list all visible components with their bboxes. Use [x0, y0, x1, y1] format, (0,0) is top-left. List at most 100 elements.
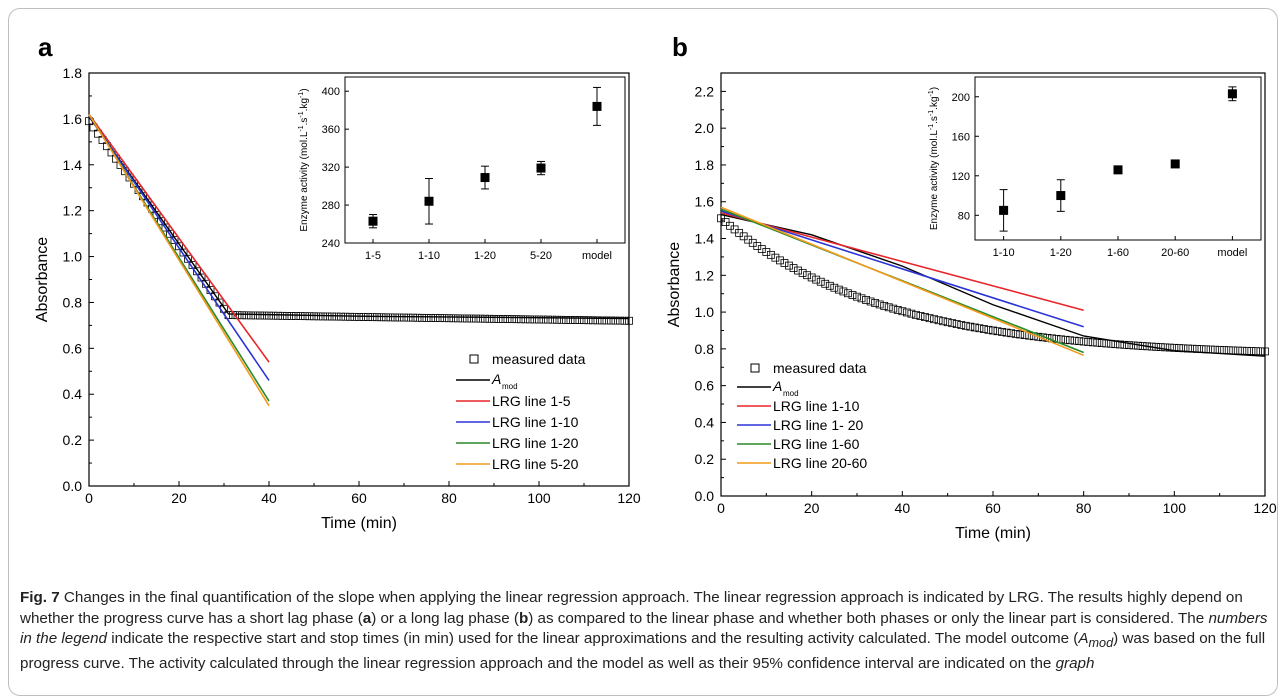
measured-point — [305, 312, 314, 321]
inset-y-label-sup: -1 — [298, 111, 305, 117]
measured-point — [902, 308, 911, 317]
inset-y-label-sup: -1 — [928, 90, 935, 96]
legend-label-2: LRG line 1-60 — [773, 436, 860, 452]
measured-point — [530, 315, 539, 324]
x-tick-label-b: 0 — [717, 500, 725, 516]
inset-x-tick-label: 20-60 — [1161, 247, 1189, 259]
measured-point — [857, 294, 866, 303]
measured-point — [930, 315, 938, 324]
x-tick-label-b: 80 — [1076, 500, 1092, 516]
measured-point — [889, 304, 898, 313]
measured-point — [1215, 345, 1224, 354]
inset-x-tick-label: model — [1217, 247, 1247, 259]
measured-point — [584, 316, 593, 325]
inset-y-label-part: .s — [929, 116, 940, 124]
measured-point — [337, 312, 345, 321]
measured-point — [440, 314, 449, 323]
inset-y-label-part: ) — [299, 88, 310, 91]
inset-y-label-part: .kg — [299, 98, 310, 111]
caption-italic-amod-sub: mod — [1088, 636, 1114, 651]
measured-point — [925, 314, 934, 323]
lrg-line-b-1 — [720, 210, 1084, 328]
measured-point — [265, 311, 273, 320]
measured-point — [589, 316, 597, 325]
y-tick-label-a: 0.4 — [63, 386, 83, 402]
legend-label-3: LRG line 20-60 — [773, 455, 867, 471]
measured-point — [776, 256, 784, 265]
measured-point — [373, 313, 381, 322]
measured-point — [274, 311, 282, 320]
measured-point — [766, 250, 775, 259]
chart-panel-a: a 0 20 40 60 80 100 120 0.0 0.2 0.4 0.6 0.8 1.0 1.2 1.4… — [34, 32, 641, 532]
inset-y-label-sup: -1 — [298, 125, 305, 131]
inset-point — [536, 163, 546, 173]
y-tick-label-b: 0.4 — [695, 414, 715, 430]
measured-point — [957, 321, 966, 329]
measured-point — [328, 312, 336, 321]
measured-point — [1084, 338, 1093, 346]
measured-point — [1242, 346, 1251, 355]
caption-bold-b: b — [518, 609, 529, 627]
measured-point — [292, 312, 300, 320]
measured-point — [382, 313, 390, 322]
measured-point — [830, 283, 839, 292]
inset-y-axis-label: Enzyme activity (mol.L-1.s-1.kg-1) — [928, 87, 940, 230]
measured-point — [571, 316, 579, 324]
measured-point — [431, 314, 440, 322]
measured-point — [310, 312, 318, 321]
caption-text-1: Changes in the final quantification of t… — [20, 589, 1243, 627]
legend-label-model: A — [491, 371, 501, 387]
measured-point — [1125, 341, 1133, 350]
measured-point — [1088, 338, 1097, 347]
lrg-line-a-1 — [88, 114, 270, 381]
measured-point — [427, 314, 435, 322]
legend-label-measured: measured data — [492, 351, 586, 367]
measured-point — [1120, 340, 1129, 349]
measured-point — [575, 316, 584, 324]
x-axis-label-b: Time (min) — [955, 525, 1031, 542]
measured-point — [548, 315, 557, 324]
x-tick-label-b: 100 — [1163, 500, 1187, 516]
y-tick-label-b: 1.2 — [695, 267, 715, 283]
measured-point — [368, 313, 377, 322]
measured-point — [557, 315, 566, 324]
caption-text-2: ) or a long lag phase ( — [371, 609, 519, 627]
chart-panel-b: b 0 20 40 60 80 100 120 0.0 0.2 0.4 0.6 0.8 1.0 1.2 1.4… — [666, 32, 1277, 542]
measured-point — [341, 312, 350, 321]
measured-point — [454, 314, 462, 323]
measured-point — [952, 320, 961, 328]
legend-a: measured data A mod LRG line 1-5 LRG line 1-… — [456, 351, 586, 472]
model-line-b — [720, 213, 1266, 357]
inset-point — [1170, 159, 1180, 169]
measured-point — [989, 326, 997, 335]
measured-point — [602, 316, 611, 325]
measured-point — [785, 261, 793, 270]
measured-point — [593, 316, 602, 325]
y-tick-label-b: 0.0 — [695, 488, 715, 504]
measured-point — [323, 312, 332, 321]
measured-point — [839, 287, 848, 296]
measured-point — [1097, 339, 1106, 347]
legend-marker-measured — [469, 354, 479, 364]
measured-point — [1061, 335, 1070, 344]
caption-text-4: indicate the respective start and stop t… — [106, 630, 1079, 647]
legend-label-2: LRG line 1-20 — [492, 435, 579, 451]
measured-point — [934, 316, 943, 325]
legend-label-1: LRG line 1- 20 — [773, 417, 863, 433]
measured-point — [1156, 343, 1165, 352]
inset-y-tick-label: 240 — [322, 238, 340, 250]
panel-label-b: b — [672, 32, 688, 62]
y-tick-label-a: 0.8 — [63, 294, 83, 310]
y-axis-label-b: Absorbance — [666, 242, 683, 327]
measured-point — [616, 316, 624, 325]
measured-point — [961, 321, 970, 330]
measured-point — [998, 328, 1006, 336]
inset-point — [424, 196, 434, 206]
legend-marker-measured — [750, 363, 760, 373]
inset-y-tick-label: 200 — [952, 92, 970, 104]
caption-figure-number: Fig. 7 — [20, 589, 60, 606]
measured-point — [449, 314, 458, 323]
measured-point — [834, 285, 843, 294]
measured-point — [1202, 345, 1210, 354]
